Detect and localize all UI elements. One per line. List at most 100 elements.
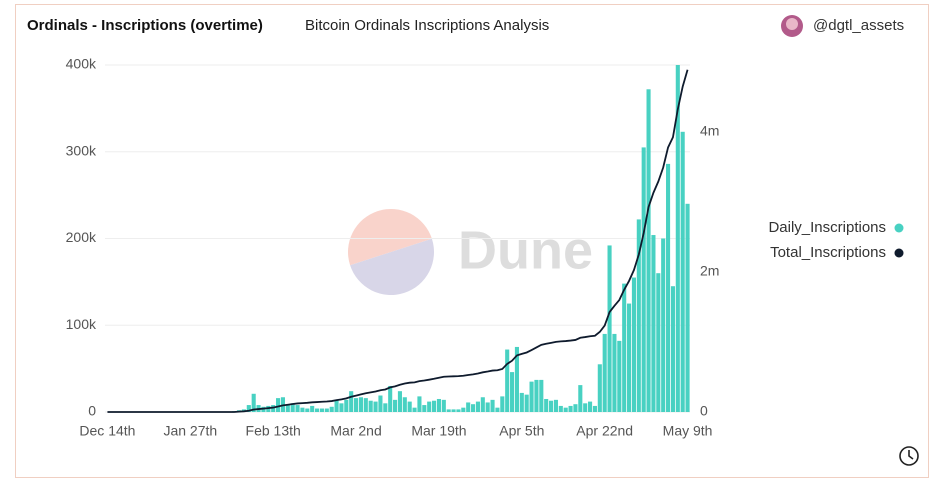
bar xyxy=(310,405,315,412)
x-tick-label: Mar 2nd xyxy=(330,423,381,439)
bar xyxy=(324,408,329,412)
x-tick-label: May 9th xyxy=(663,423,713,439)
bar xyxy=(417,396,422,412)
bar xyxy=(685,203,690,412)
bar xyxy=(285,404,290,412)
bar xyxy=(456,409,461,412)
bar xyxy=(622,283,627,412)
bar xyxy=(349,391,354,412)
bar xyxy=(666,163,671,412)
x-tick-label: Apr 22nd xyxy=(576,423,633,439)
bar xyxy=(568,405,573,412)
bar xyxy=(363,398,368,412)
bar xyxy=(612,333,617,412)
bar xyxy=(490,399,495,412)
bar xyxy=(368,400,373,412)
bar xyxy=(558,405,563,412)
bar xyxy=(510,372,515,412)
bar xyxy=(578,385,583,412)
y-tick-label: 0 xyxy=(88,403,96,419)
bar xyxy=(305,408,310,412)
bar xyxy=(422,405,427,412)
bar xyxy=(514,346,519,412)
bar xyxy=(524,394,529,412)
y-tick-label: 300k xyxy=(66,142,97,158)
bar xyxy=(319,408,324,412)
bar xyxy=(500,396,505,412)
watermark-text: Dune xyxy=(458,220,593,280)
bar xyxy=(402,397,407,412)
bar xyxy=(397,391,402,412)
bar xyxy=(617,340,622,412)
bar xyxy=(451,409,456,412)
line xyxy=(107,69,689,413)
bar xyxy=(583,403,588,412)
bar xyxy=(475,401,480,412)
y2-tick-label: 4m xyxy=(700,122,719,138)
bar xyxy=(505,349,510,412)
bar xyxy=(670,286,675,412)
bar xyxy=(358,397,363,412)
bar xyxy=(563,407,568,412)
card-border xyxy=(15,4,929,478)
chart-title: Ordinals - Inscriptions (overtime) xyxy=(27,17,263,34)
watermark: Dune xyxy=(348,209,593,295)
bar xyxy=(485,402,490,412)
bar xyxy=(573,404,578,412)
x-tick-label: Jan 27th xyxy=(163,423,217,439)
x-tick-label: Mar 19th xyxy=(411,423,466,439)
bar xyxy=(466,402,471,412)
x-tick-label: Feb 13th xyxy=(246,423,301,439)
bar xyxy=(388,385,393,412)
legend-dot xyxy=(894,248,904,258)
y-tick-label: 200k xyxy=(66,229,97,245)
legend-label: Daily_Inscriptions xyxy=(768,219,886,236)
bar xyxy=(290,403,295,412)
chart-subtitle: Bitcoin Ordinals Inscriptions Analysis xyxy=(305,17,549,34)
bar xyxy=(432,400,437,412)
bar xyxy=(651,235,656,412)
bar xyxy=(636,219,641,412)
bar xyxy=(329,406,334,412)
bar xyxy=(412,407,417,412)
bar xyxy=(627,303,632,412)
bar xyxy=(436,398,441,412)
bar xyxy=(539,379,544,412)
bar xyxy=(315,408,320,412)
y2-tick-label: 0 xyxy=(700,403,708,419)
clock-icon[interactable] xyxy=(899,446,919,466)
bar xyxy=(251,393,256,412)
bar xyxy=(646,89,651,412)
bar xyxy=(446,409,451,412)
bar xyxy=(276,398,281,412)
legend-label: Total_Inscriptions xyxy=(770,244,886,261)
bar xyxy=(495,407,500,412)
legend-dot xyxy=(894,223,904,233)
bar xyxy=(471,404,476,412)
x-tick-label: Apr 5th xyxy=(499,423,544,439)
bar xyxy=(544,398,549,412)
bar xyxy=(607,245,612,412)
bar xyxy=(378,395,383,412)
x-tick-label: Dec 14th xyxy=(79,423,135,439)
bar xyxy=(334,399,339,412)
bar xyxy=(441,399,446,412)
bar xyxy=(549,400,554,412)
bar xyxy=(271,405,276,412)
bar xyxy=(480,397,485,412)
avatar xyxy=(781,15,803,37)
bar xyxy=(553,399,558,412)
bar xyxy=(373,401,378,412)
bar xyxy=(407,401,412,412)
bar xyxy=(661,238,666,412)
bar xyxy=(295,405,300,412)
bar xyxy=(300,407,305,412)
bar xyxy=(641,147,646,412)
bar xyxy=(656,273,661,412)
bar xyxy=(529,381,534,412)
author[interactable]: @dgtl_assets xyxy=(813,17,904,34)
bar xyxy=(597,364,602,412)
bar xyxy=(680,131,685,413)
y2-tick-label: 2m xyxy=(700,263,719,279)
